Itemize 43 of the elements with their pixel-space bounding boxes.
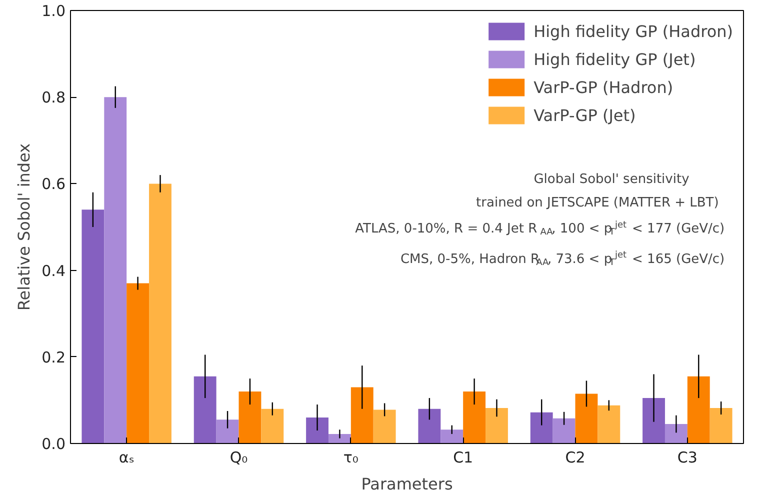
bar [350,387,374,444]
bar [126,283,150,444]
x-tick-label: Q₀ [230,448,248,466]
bar [194,376,216,444]
x-axis-title: Parameters [361,474,453,494]
x-tick-label: τ₀ [343,448,358,466]
y-tick-label: 0.4 [42,262,66,280]
bar [575,394,598,444]
annotation: Global Sobol' sensitivity [534,172,690,187]
y-tick-label: 0.6 [42,175,66,194]
bar [530,412,553,444]
bar [82,210,104,444]
bar [306,418,328,444]
annotation: trained on JETSCAPE (MATTER + LBT) [476,196,719,211]
legend-label: VarP-GP (Hadron) [534,78,674,96]
bar [710,408,732,444]
bar [440,430,464,444]
bar [373,410,396,444]
bar [261,408,284,444]
y-axis-title: Relative Sobol' index [14,143,34,311]
bar [598,405,620,444]
bar [486,408,508,444]
x-tick-label: C3 [677,448,698,466]
legend-label: VarP-GP (Jet) [534,106,636,124]
y-tick-label: 0.0 [42,435,66,453]
y-tick-label: 1.0 [42,2,66,20]
legend-label: High fidelity GP (Jet) [534,50,696,68]
bar [418,408,441,444]
x-tick-label: C2 [565,448,586,466]
x-tick-label: αₛ [118,448,134,466]
bar [687,376,710,444]
y-tick-label: 0.2 [42,348,66,366]
bar [664,424,688,444]
y-tick-label: 0.8 [42,88,66,107]
bar [149,184,172,444]
bar [552,418,576,444]
legend-label: High fidelity GP (Hadron) [534,22,733,40]
bar [216,420,239,444]
bar [642,398,665,444]
x-tick-label: C1 [453,448,474,466]
bar [104,97,127,444]
bar [463,392,486,444]
bar [238,392,262,444]
